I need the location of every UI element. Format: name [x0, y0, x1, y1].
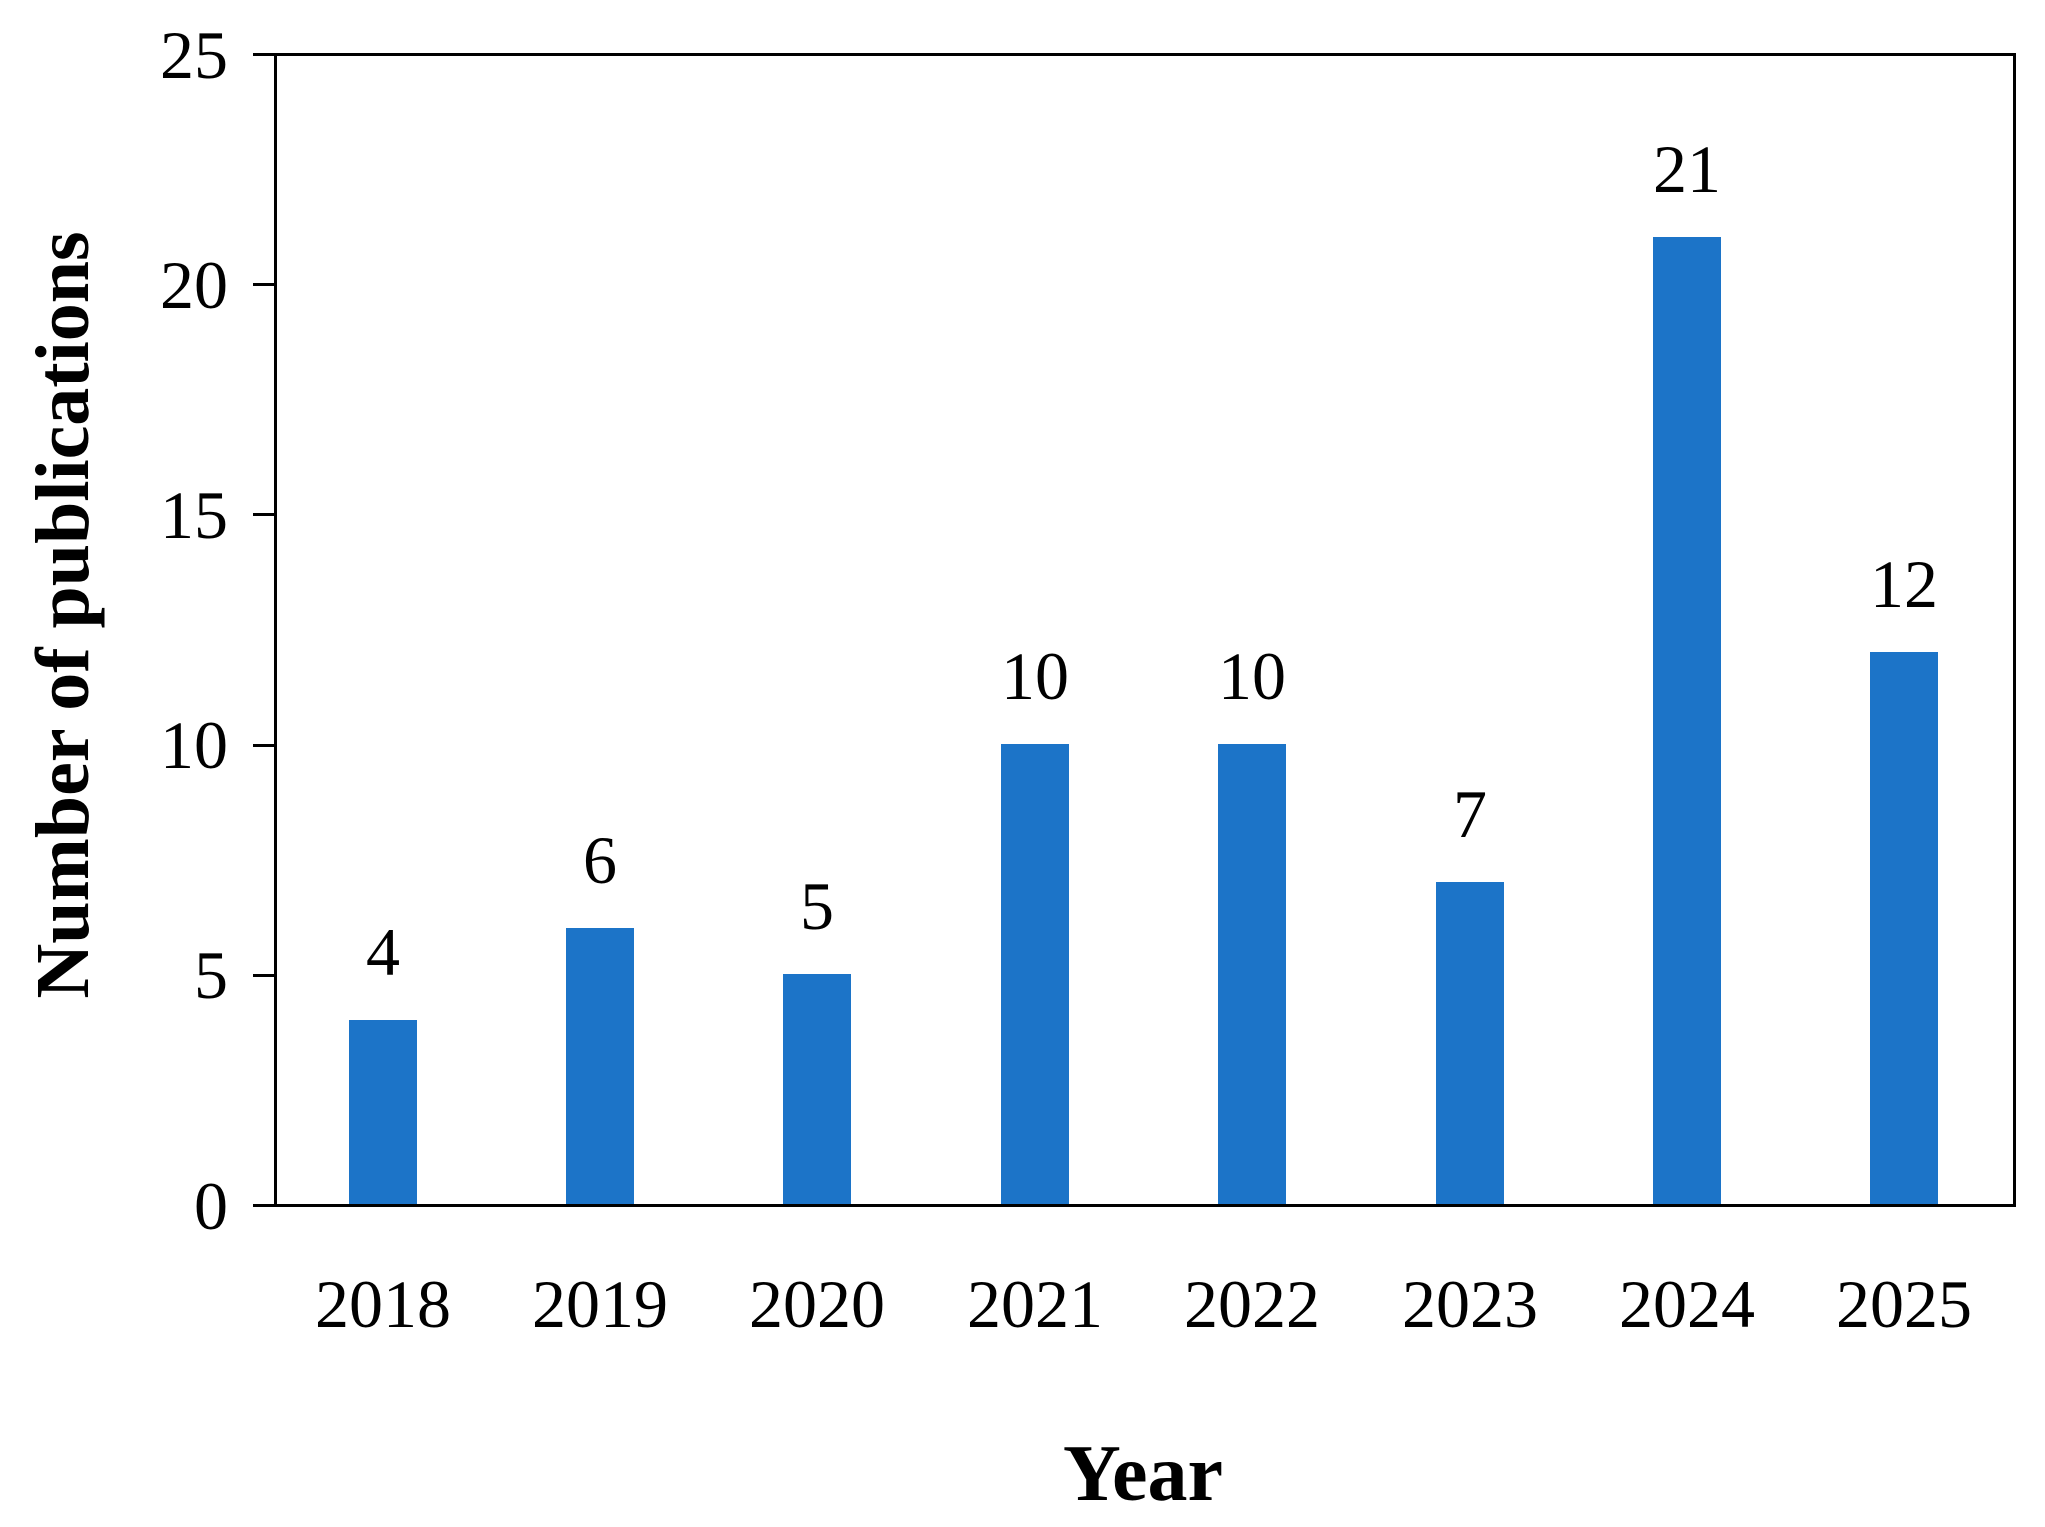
x-axis-title: Year — [1063, 1430, 1223, 1518]
x-tick-label-2018: 2018 — [315, 1266, 451, 1342]
x-tick-label-2019: 2019 — [532, 1266, 668, 1342]
bar-value-label-2021: 10 — [1001, 638, 1069, 714]
bar-2021 — [1001, 744, 1069, 1204]
y-tick-label-25: 25 — [160, 17, 228, 93]
bar-2020 — [783, 974, 851, 1204]
bar-2025 — [1870, 652, 1938, 1204]
y-axis-line — [274, 53, 277, 1207]
bar-2024 — [1653, 237, 1721, 1204]
x-axis-baseline — [253, 1204, 2016, 1207]
bar-value-label-2018: 4 — [366, 914, 400, 990]
y-tick-label-20: 20 — [160, 247, 228, 323]
y-tick-mark-20 — [253, 283, 274, 286]
bar-value-label-2023: 7 — [1453, 776, 1487, 852]
y-tick-label-5: 5 — [194, 937, 228, 1013]
bar-2022 — [1218, 744, 1286, 1204]
x-tick-label-2021: 2021 — [967, 1266, 1103, 1342]
bar-2018 — [349, 1020, 417, 1204]
plot-frame-top-line — [253, 53, 2016, 56]
y-tick-mark-10 — [253, 744, 274, 747]
x-tick-label-2023: 2023 — [1402, 1266, 1538, 1342]
x-tick-label-2024: 2024 — [1619, 1266, 1755, 1342]
bar-value-label-2025: 12 — [1870, 546, 1938, 622]
x-tick-label-2022: 2022 — [1184, 1266, 1320, 1342]
bar-2023 — [1436, 882, 1504, 1204]
y-axis-title: Number of publications — [21, 231, 105, 999]
plot-frame-right-line — [2013, 53, 2016, 1207]
y-tick-mark-5 — [253, 974, 274, 977]
y-tick-mark-15 — [253, 513, 274, 516]
bar-value-label-2024: 21 — [1653, 131, 1721, 207]
y-tick-label-15: 15 — [160, 477, 228, 553]
y-tick-label-10: 10 — [160, 707, 228, 783]
x-tick-label-2025: 2025 — [1836, 1266, 1972, 1342]
bar-value-label-2019: 6 — [583, 822, 617, 898]
y-tick-label-0: 0 — [194, 1168, 228, 1244]
bar-value-label-2020: 5 — [800, 868, 834, 944]
x-tick-label-2020: 2020 — [749, 1266, 885, 1342]
bar-value-label-2022: 10 — [1218, 638, 1286, 714]
bar-2019 — [566, 928, 634, 1204]
